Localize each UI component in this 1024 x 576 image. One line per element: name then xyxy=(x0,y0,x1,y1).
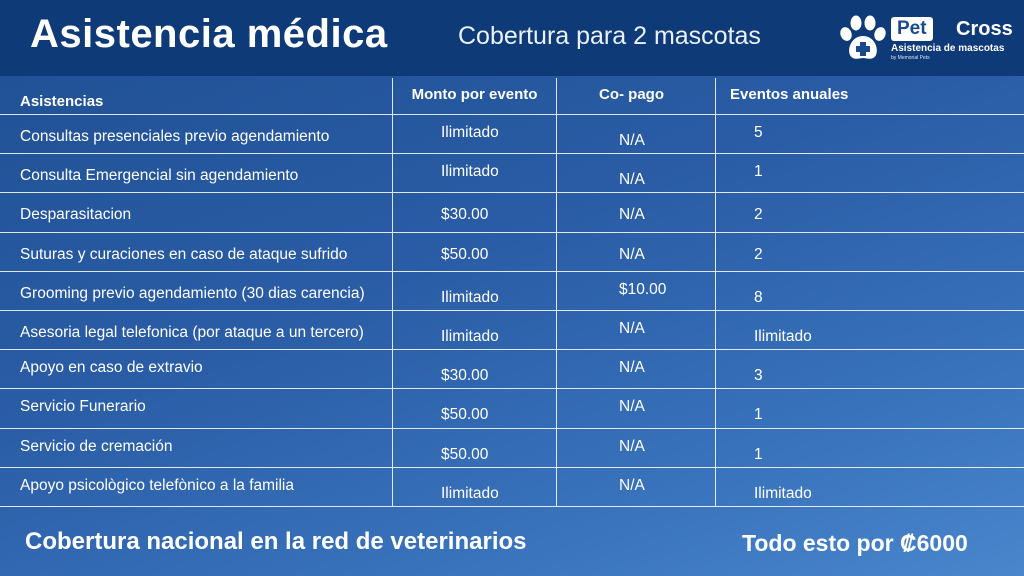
cell-eventos: 1 xyxy=(715,389,1024,428)
page-title: Asistencia médica xyxy=(30,12,388,56)
cell-eventos: 2 xyxy=(715,232,1024,271)
logo-tagline: Asistencia de mascotas xyxy=(891,43,1005,54)
cell-eventos: Ilimitado xyxy=(715,310,1024,350)
cell-eventos: 3 xyxy=(715,350,1024,389)
cell-eventos: 1 xyxy=(715,428,1024,467)
column-header-eventos: Eventos anuales xyxy=(715,78,1024,114)
cell-copago: N/A xyxy=(556,154,715,193)
table-row: Grooming previo agendamiento (30 dias ca… xyxy=(0,271,1024,311)
cell-monto: $30.00 xyxy=(392,193,556,232)
cell-monto: $30.00 xyxy=(392,350,556,389)
cell-monto: $50.00 xyxy=(392,389,556,428)
cell-asistencia: Grooming previo agendamiento (30 dias ca… xyxy=(20,284,365,302)
cell-monto: $50.00 xyxy=(392,428,556,467)
table-row: Servicio Funerario $50.00 N/A 1 xyxy=(0,389,1024,429)
cell-copago: N/A xyxy=(556,467,715,506)
price-footer: Todo esto por ₡6000 xyxy=(742,530,968,556)
cell-copago: N/A xyxy=(556,389,715,428)
paw-icon xyxy=(840,15,886,59)
cell-asistencia: Suturas y curaciones en caso de ataque s… xyxy=(20,245,348,263)
cell-asistencia: Consulta Emergencial sin agendamiento xyxy=(20,167,299,185)
table-row: Consulta Emergencial sin agendamiento Il… xyxy=(0,154,1024,194)
cell-copago: $10.00 xyxy=(556,271,715,310)
cell-copago: N/A xyxy=(556,232,715,271)
cell-monto: Ilimitado xyxy=(392,271,556,310)
cell-eventos: 5 xyxy=(715,115,1024,154)
page-subtitle: Cobertura para 2 mascotas xyxy=(458,22,761,50)
cell-monto: Ilimitado xyxy=(392,310,556,350)
cell-monto: Ilimitado xyxy=(392,467,556,506)
logo-cross-label: Cross xyxy=(956,18,1013,40)
table-row: Apoyo psicològico telefònico a la famili… xyxy=(0,467,1024,507)
table-header-row: Asistencias Monto por evento Co- pago Ev… xyxy=(0,78,1024,115)
cell-eventos: 8 xyxy=(715,271,1024,310)
cell-copago: N/A xyxy=(556,350,715,389)
cell-copago: N/A xyxy=(556,428,715,467)
cell-asistencia: Servicio Funerario xyxy=(20,398,146,416)
cell-copago: N/A xyxy=(556,193,715,232)
table-row: Asesoria legal telefonica (por ataque a … xyxy=(0,310,1024,351)
header-bar: Asistencia médica Cobertura para 2 masco… xyxy=(0,0,1024,76)
table-row: Desparasitacion $30.00 N/A 2 xyxy=(0,193,1024,233)
cell-asistencia: Apoyo en caso de extravio xyxy=(20,359,203,377)
cell-asistencia: Apoyo psicològico telefònico a la famili… xyxy=(20,476,294,494)
cell-copago: N/A xyxy=(556,310,715,350)
cell-asistencia: Asesoria legal telefonica (por ataque a … xyxy=(20,323,364,341)
coverage-footer: Cobertura nacional en la red de veterina… xyxy=(25,528,527,555)
cell-asistencia: Servicio de cremación xyxy=(20,437,173,455)
cell-monto: $50.00 xyxy=(392,232,556,271)
cell-eventos: 1 xyxy=(715,154,1024,193)
logo-byline: by Memorial Pets xyxy=(891,55,930,61)
coverage-table: Asistencias Monto por evento Co- pago Ev… xyxy=(0,78,1024,507)
cell-asistencia: Desparasitacion xyxy=(20,206,132,224)
table-row: Suturas y curaciones en caso de ataque s… xyxy=(0,232,1024,272)
cell-monto: Ilimitado xyxy=(392,115,556,154)
logo-pet-label: Pet xyxy=(891,17,933,41)
table-row: Apoyo en caso de extravio $30.00 N/A 3 xyxy=(0,350,1024,390)
table-row: Servicio de cremación $50.00 N/A 1 xyxy=(0,428,1024,468)
cell-asistencia: Consultas presenciales previo agendamien… xyxy=(20,128,330,145)
column-header-copago: Co- pago xyxy=(556,78,715,114)
table-row: Consultas presenciales previo agendamien… xyxy=(0,115,1024,155)
cell-eventos: Ilimitado xyxy=(715,467,1024,506)
column-header-asistencias: Asistencias xyxy=(20,93,104,110)
cell-copago: N/A xyxy=(556,115,715,154)
brand-logo: Pet Cross Asistencia de mascotas by Memo… xyxy=(838,12,1018,64)
cell-eventos: 2 xyxy=(715,193,1024,232)
cell-monto: Ilimitado xyxy=(392,154,556,193)
column-header-monto: Monto por evento xyxy=(392,78,556,114)
